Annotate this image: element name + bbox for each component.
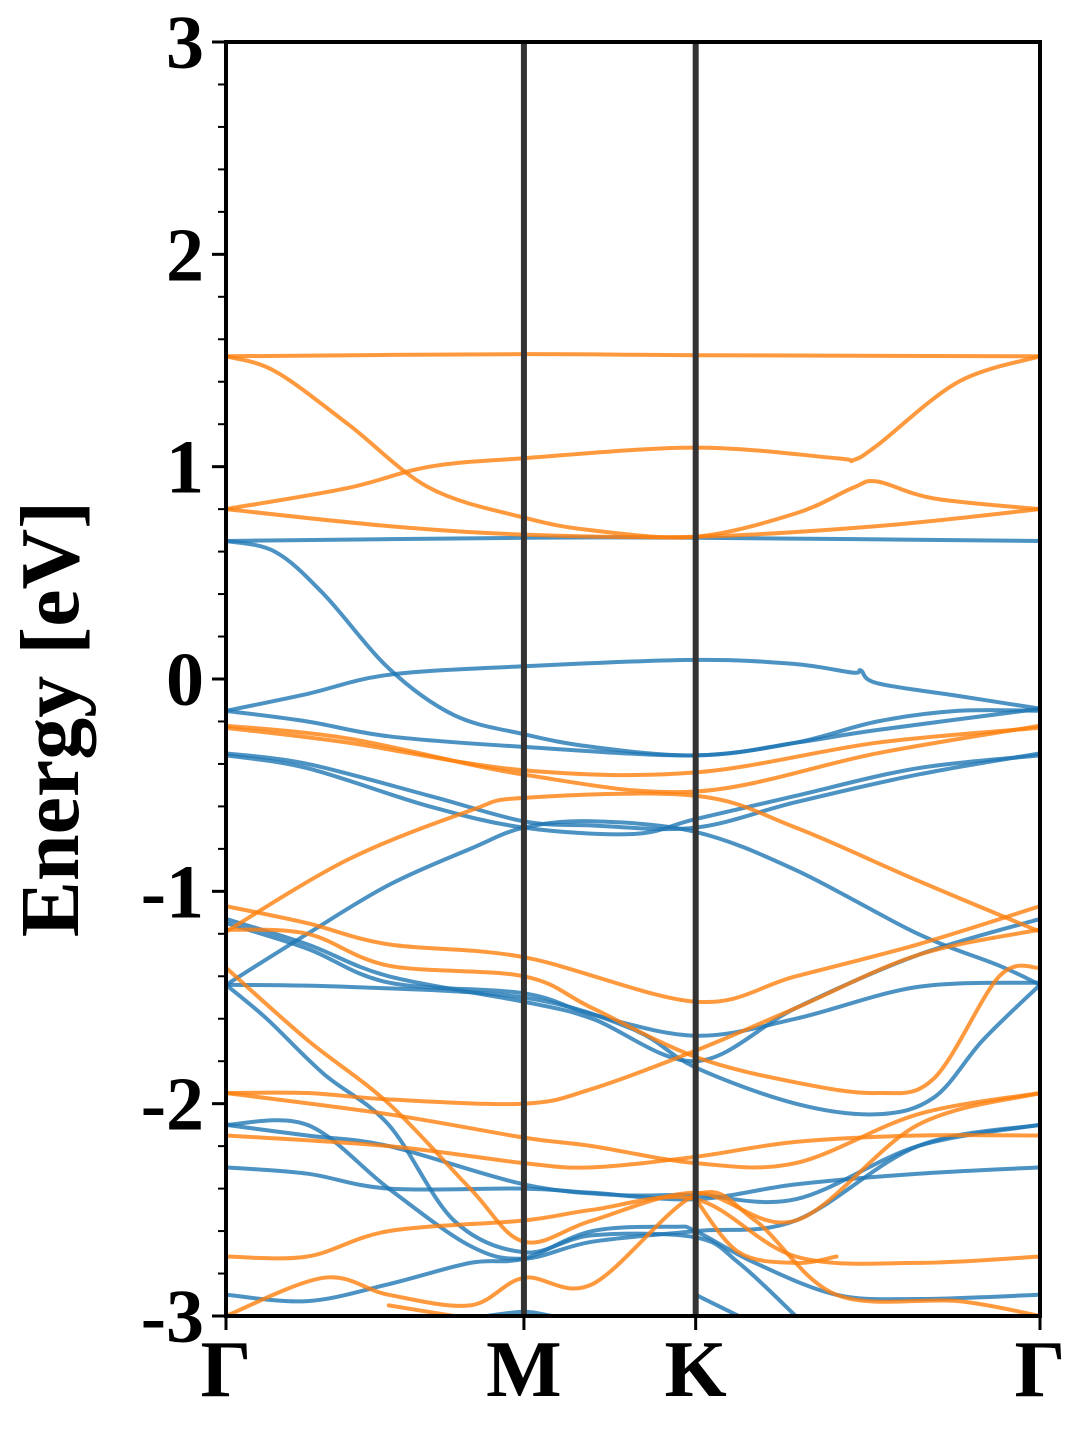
y-tick-label: 0 [166, 638, 204, 722]
y-axis-ticks: 3 2 1 0 -1 -2 -3 [141, 1, 226, 1359]
y-tick-label: 3 [166, 1, 204, 85]
band-line-orange-33 [693, 1197, 839, 1265]
band-line-orange-26 [226, 965, 1040, 1245]
band-line-blue-16 [693, 1292, 741, 1316]
band-line-blue-5 [226, 753, 1040, 837]
band-line-blue-13 [226, 1122, 1040, 1205]
band-line-orange-19 [226, 354, 1040, 512]
band-line-orange-24 [226, 904, 1040, 1005]
band-line-blue-14 [226, 1224, 1040, 1304]
band-line-orange-27 [226, 927, 1040, 1107]
band-line-orange-28 [226, 1133, 1040, 1170]
band-line-orange-29 [226, 1091, 1040, 1170]
band-line-orange-21 [226, 723, 1040, 795]
band-line-orange-30 [226, 1194, 1040, 1266]
band-line-blue-10 [226, 1118, 1040, 1261]
y-tick-label: -1 [141, 850, 204, 934]
y-axis-label: Energy [eV] [4, 501, 97, 937]
band-line-blue-9 [226, 982, 1040, 1117]
y-tick-label: -3 [141, 1275, 204, 1359]
band-curves [226, 352, 1040, 1316]
band-line-orange-23 [226, 791, 1040, 934]
band-line-orange-18 [226, 354, 1040, 540]
y-tick-label: 2 [166, 213, 204, 297]
x-tick-label: K [665, 1326, 727, 1414]
y-tick-label: 1 [166, 426, 204, 510]
band-line-blue-3 [226, 706, 1040, 758]
band-line-orange-31 [226, 1190, 1040, 1316]
x-tick-label: M [486, 1326, 562, 1414]
x-tick-label: Γ [1015, 1326, 1066, 1414]
band-line-orange-20 [226, 507, 1040, 540]
band-line-blue-4 [226, 751, 1040, 832]
band-line-blue-1 [226, 539, 1040, 758]
y-tick-label: -2 [141, 1063, 204, 1147]
band-line-blue-2 [226, 657, 1040, 713]
x-tick-label: Γ [201, 1326, 252, 1414]
band-line-orange-22 [226, 725, 1040, 778]
band-line-orange-17 [226, 352, 1040, 359]
band-line-blue-8 [226, 921, 1040, 1038]
k-point-lines [520, 42, 699, 1316]
